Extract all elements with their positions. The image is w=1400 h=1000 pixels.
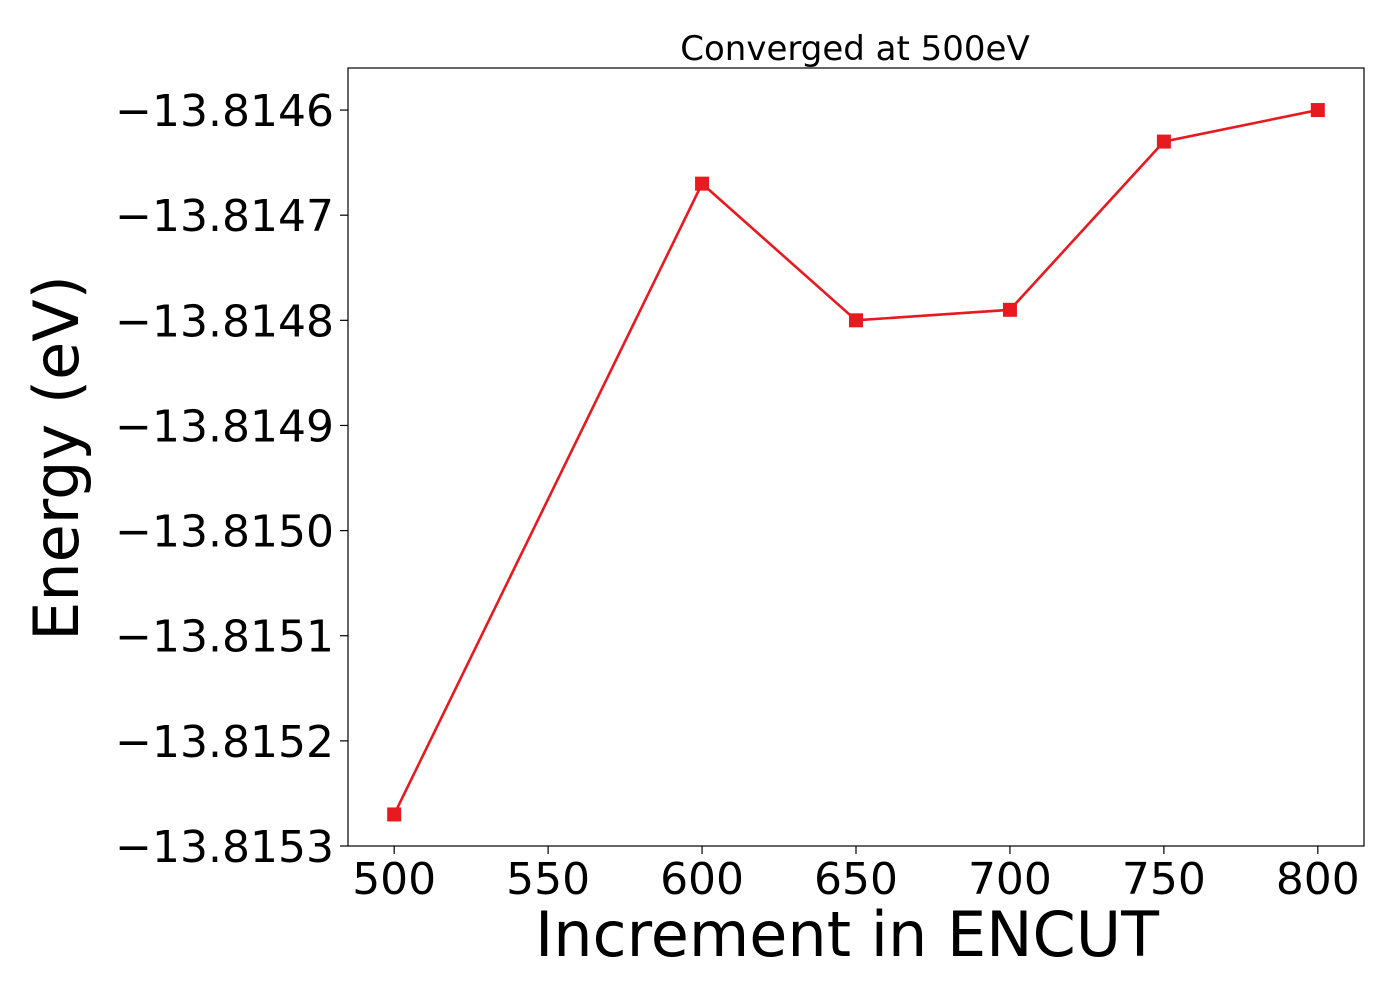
y-axis-label: Energy (eV) — [20, 275, 93, 641]
series-layer — [387, 103, 1325, 822]
x-tick-label: 750 — [1122, 854, 1206, 905]
y-tick-label: −13.8152 — [115, 717, 334, 768]
x-tick-label: 500 — [352, 854, 436, 905]
y-axis: −13.8153 −13.8152 −13.8151 −13.8150 −13.8149… — [115, 86, 348, 873]
x-axis-label: Increment in ENCUT — [535, 898, 1160, 971]
data-point-marker — [1156, 134, 1171, 149]
y-tick-label: −13.8146 — [115, 86, 334, 137]
x-tick-label: 600 — [660, 854, 744, 905]
data-point-marker — [387, 807, 402, 822]
plot-area-frame — [347, 67, 1365, 847]
x-tick-label: 550 — [506, 854, 590, 905]
x-tick-label: 800 — [1276, 854, 1360, 905]
data-point-marker — [695, 176, 710, 191]
data-point-marker — [1310, 103, 1325, 118]
data-point-marker — [1002, 302, 1017, 317]
y-tick-label: −13.8149 — [115, 401, 334, 452]
x-axis: 500 550 600 650 700 750 800 — [352, 846, 1360, 905]
series-line — [393, 108, 1319, 816]
chart-title: Converged at 500eV — [680, 29, 1029, 69]
y-tick-label: −13.8153 — [115, 822, 334, 873]
data-point-marker — [849, 313, 863, 328]
y-tick-label: −13.8147 — [115, 191, 334, 242]
y-tick-label: −13.8150 — [115, 507, 334, 558]
y-tick-label: −13.8151 — [115, 612, 334, 663]
y-tick-label: −13.8148 — [115, 296, 334, 347]
x-tick-label: 700 — [968, 854, 1052, 905]
x-tick-label: 650 — [814, 854, 898, 905]
